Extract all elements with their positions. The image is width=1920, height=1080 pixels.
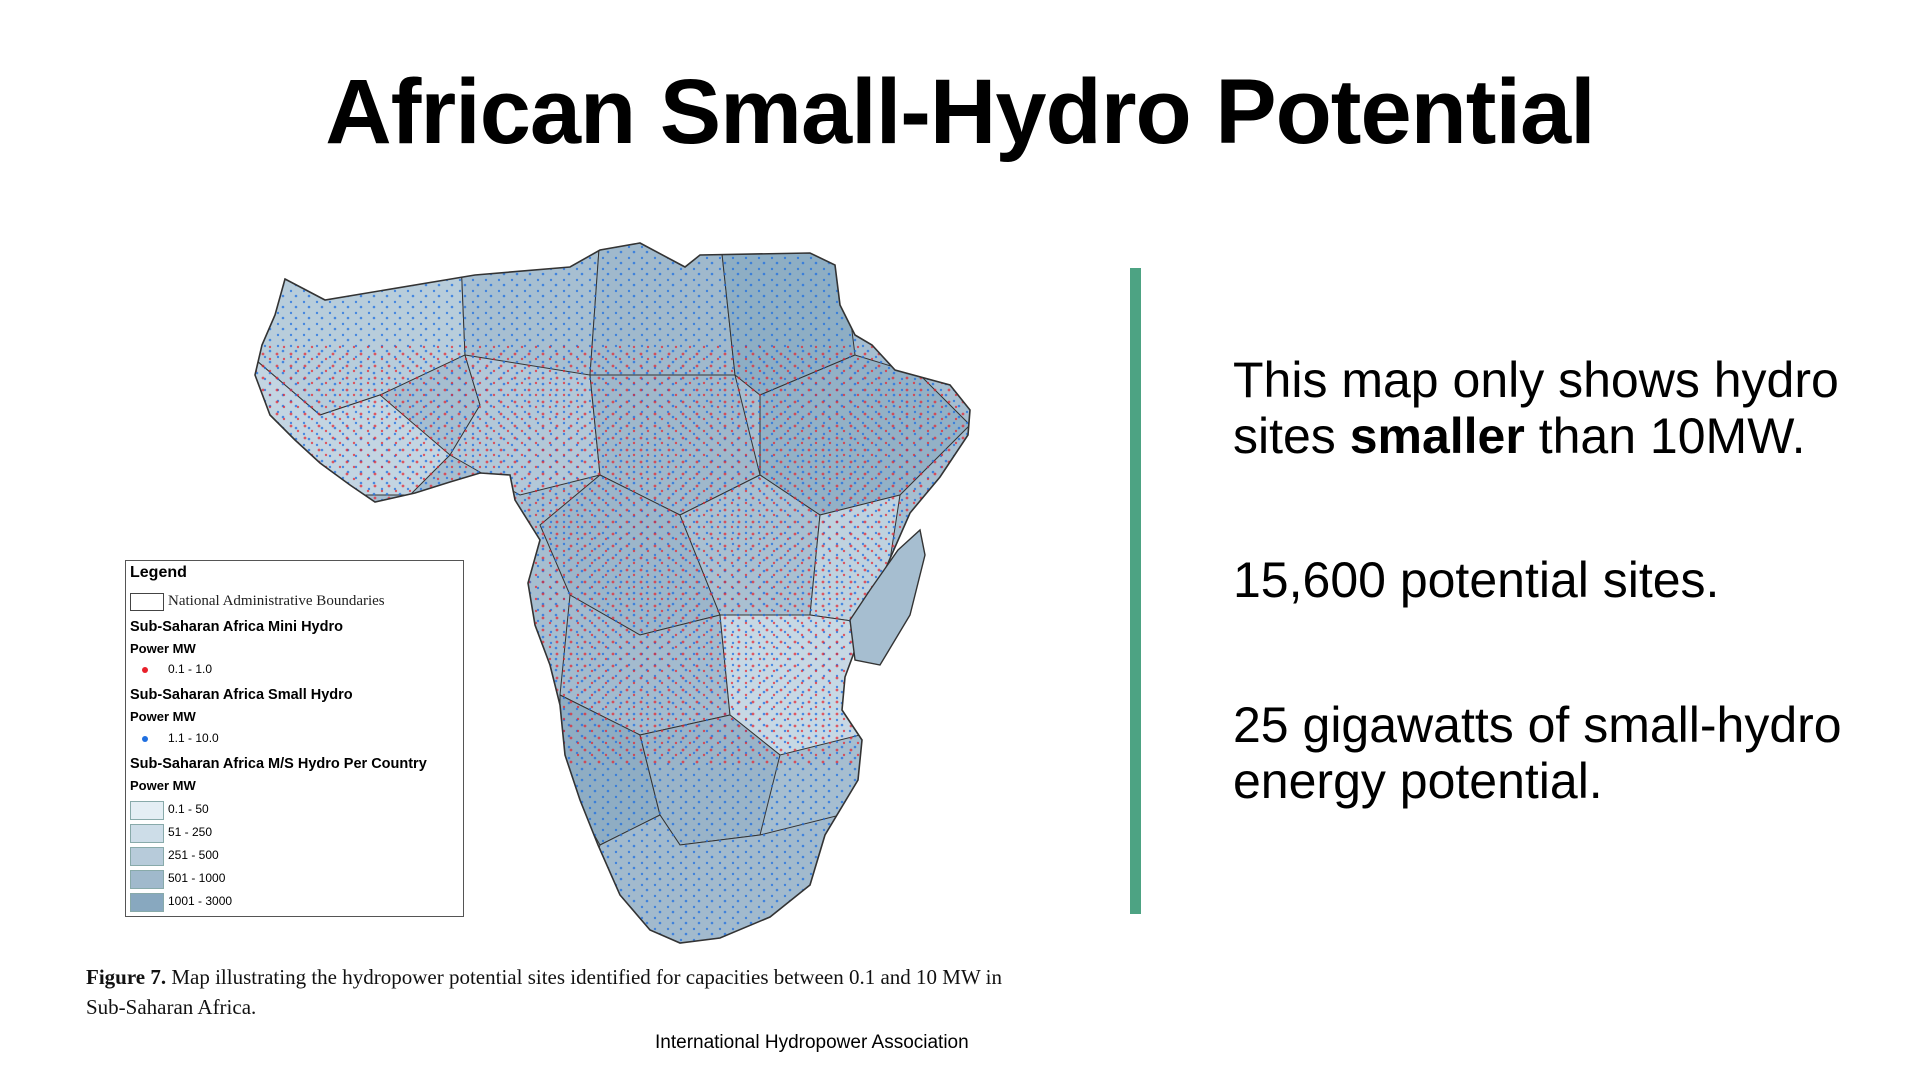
boundary-label: National Administrative Boundaries xyxy=(168,593,385,609)
class-range-5: 1001 - 3000 xyxy=(168,894,233,908)
point-small-sites: This map only shows hydro sites smaller … xyxy=(1233,352,1893,464)
class-range-4: 501 - 1000 xyxy=(168,871,226,885)
figure-caption: Figure 7. Map illustrating the hydropowe… xyxy=(86,962,1046,1022)
point-1-bold: smaller xyxy=(1349,408,1525,464)
point-1-text-b: than 10MW. xyxy=(1524,408,1806,464)
point-site-count: 15,600 potential sites. xyxy=(1233,552,1720,608)
small-hydro-unit: Power MW xyxy=(130,709,196,724)
class-range-3: 251 - 500 xyxy=(168,848,219,862)
source-credit: International Hydropower Association xyxy=(655,1032,969,1053)
mini-hydro-title: Sub-Saharan Africa Mini Hydro xyxy=(130,619,343,635)
blue-dot-icon xyxy=(142,736,148,742)
class-swatch-4 xyxy=(130,870,164,889)
class-swatch-3 xyxy=(130,847,164,866)
caption-label: Figure 7. xyxy=(86,965,167,989)
mini-hydro-unit: Power MW xyxy=(130,641,196,656)
class-swatch-1 xyxy=(130,801,164,820)
class-swatch-2 xyxy=(130,824,164,843)
map-legend: Legend National Administrative Boundarie… xyxy=(125,560,464,917)
point-capacity: 25 gigawatts of small-hydro energy poten… xyxy=(1233,697,1842,809)
small-hydro-title: Sub-Saharan Africa Small Hydro xyxy=(130,687,353,703)
class-range-1: 0.1 - 50 xyxy=(168,802,209,816)
madagascar xyxy=(849,528,926,666)
ms-hydro-title: Sub-Saharan Africa M/S Hydro Per Country xyxy=(130,756,427,772)
accent-divider xyxy=(1130,268,1141,914)
mini-hydro-range: 0.1 - 1.0 xyxy=(168,662,213,676)
legend-title: Legend xyxy=(130,564,187,581)
boundary-swatch xyxy=(130,593,164,611)
point-1-text-a: This map only shows hydro sites xyxy=(1233,352,1839,464)
red-dot-icon xyxy=(142,667,148,673)
small-hydro-range: 1.1 - 10.0 xyxy=(168,731,219,745)
slide-title: African Small-Hydro Potential xyxy=(325,61,1595,163)
class-swatch-5 xyxy=(130,893,164,912)
ms-hydro-unit: Power MW xyxy=(130,778,196,793)
caption-text: Map illustrating the hydropower potentia… xyxy=(86,965,1003,1019)
class-range-2: 51 - 250 xyxy=(168,825,213,839)
